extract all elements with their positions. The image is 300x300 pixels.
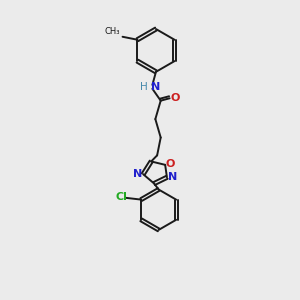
Text: O: O (166, 159, 175, 169)
Text: N: N (168, 172, 177, 182)
Text: CH₃: CH₃ (105, 27, 120, 36)
Text: N: N (133, 169, 142, 178)
Text: Cl: Cl (116, 192, 128, 202)
Text: O: O (171, 93, 180, 103)
Text: N: N (151, 82, 160, 92)
Text: H: H (140, 82, 148, 92)
